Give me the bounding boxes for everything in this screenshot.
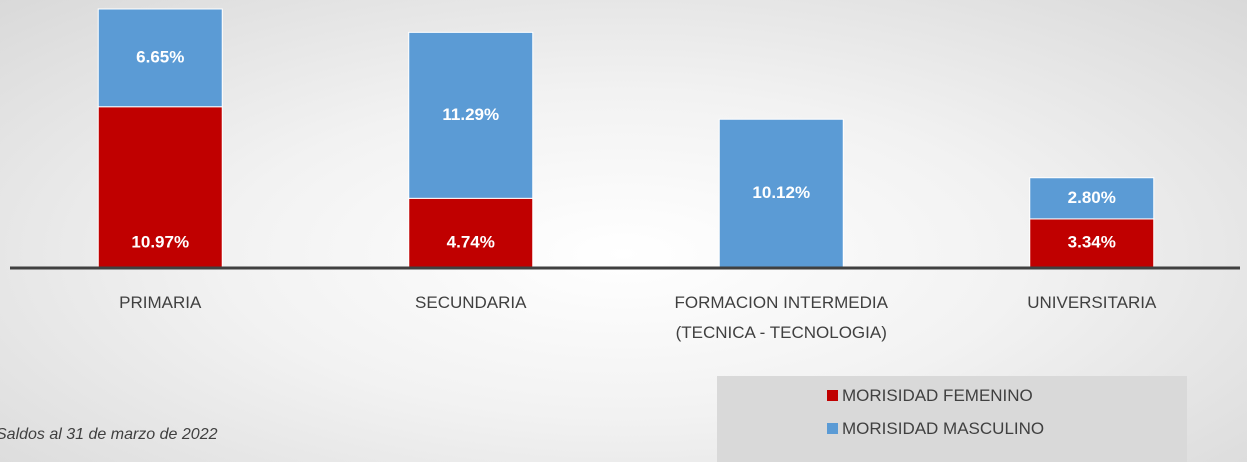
- x-tick-label: SECUNDARIA: [415, 293, 527, 312]
- annotation: Saldos al 31 de marzo de 2022: [0, 426, 218, 443]
- data-label: 2.80%: [1068, 188, 1116, 207]
- bar-segment: [408, 197, 534, 269]
- bar-segment: [1029, 218, 1155, 269]
- legend-label: MORISIDAD FEMENINO: [842, 386, 1033, 405]
- legend-entry: MORISIDAD FEMENINO: [827, 386, 1033, 406]
- data-label: 11.29%: [442, 105, 499, 124]
- data-label: 3.34%: [1068, 232, 1116, 251]
- data-label: 10.97%: [131, 232, 189, 251]
- data-label: 6.65%: [136, 47, 184, 66]
- legend-entry: MORISIDAD MASCULINO: [827, 419, 1044, 439]
- x-tick-label: FORMACION INTERMEDIA (TECNICA - TECNOLOG…: [674, 293, 888, 342]
- legend: MORISIDAD FEMENINO MORISIDAD MASCULINO: [717, 376, 1187, 462]
- data-label: 10.12%: [752, 183, 810, 202]
- legend-label: MORISIDAD MASCULINO: [842, 419, 1045, 438]
- bar-segment: [718, 118, 844, 269]
- legend-swatch: [827, 423, 838, 434]
- legend-swatch: [827, 390, 838, 401]
- bar-segment: [408, 31, 534, 199]
- bar-segment: [1029, 177, 1155, 220]
- data-label: 4.74%: [447, 232, 495, 251]
- x-tick-label: PRIMARIA: [119, 293, 202, 312]
- bar-segment: [97, 106, 223, 269]
- x-tick-label: UNIVERSITARIA: [1027, 293, 1157, 312]
- bar-segment: [97, 8, 223, 108]
